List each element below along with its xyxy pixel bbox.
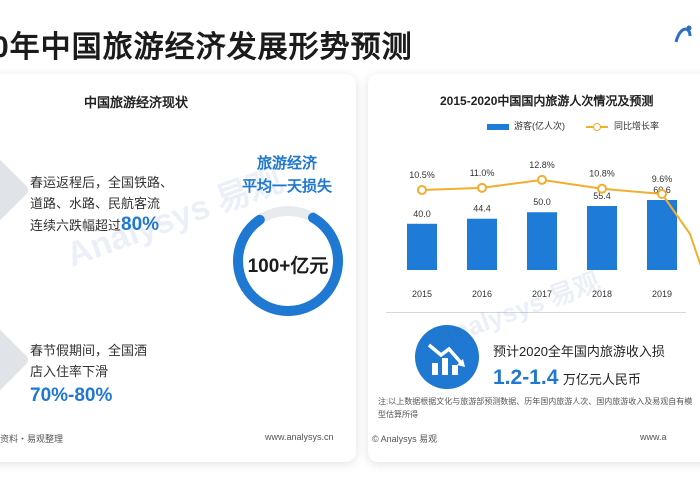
ring-progress-arc	[233, 206, 343, 316]
x-tick-label: 2015	[412, 289, 432, 299]
legend-dot-line	[593, 123, 601, 131]
ring-subheading: 平均一天损失	[241, 178, 332, 195]
ring-center-value: 100+亿元	[247, 256, 329, 277]
growth-point	[477, 182, 487, 193]
bar-2018	[587, 206, 617, 270]
stat-line: 店入住率下滑	[30, 364, 109, 379]
loss-ring-chart	[233, 206, 343, 316]
growth-point	[417, 185, 427, 196]
left-url-text: www.analysys.cn	[265, 432, 334, 442]
stat-line: 春运返程后，全国铁路、	[30, 175, 174, 190]
bar-value-label: 40.0	[413, 209, 431, 219]
right-url-text: www.a	[640, 432, 667, 442]
bar-2016	[467, 218, 497, 270]
page-title: 0年中国旅游经济发展形势预测	[0, 31, 413, 64]
growth-value-label: 9.6%	[652, 174, 673, 184]
growth-value-label: 12.8%	[529, 160, 555, 170]
forecast-value: 1.2-1.4	[493, 366, 559, 389]
x-tick-label: 2017	[532, 289, 552, 299]
forecast-value-row: 1.2-1.4 万亿元人民币	[493, 366, 641, 390]
chart-divider	[386, 312, 686, 313]
bar-value-label: 55.4	[593, 191, 611, 201]
bar-2015	[407, 223, 437, 270]
data-note: 注:以上数据根据文化与旅游部预测数据、历年国内旅游人次、国内旅游收入及易观自有模…	[378, 397, 693, 419]
forecast-unit: 万亿元人民币	[562, 372, 641, 387]
hotel-drop-value: 70%-80%	[30, 385, 113, 406]
x-tick-label: 2018	[592, 289, 612, 299]
chart-title: 2015-2020中国国内旅游人次情况及预测	[440, 94, 654, 108]
transport-stat: 春运返程后，全国铁路、 道路、水路、民航客流 连续六跌幅超过80%	[30, 172, 220, 236]
growth-value-label: 11.0%	[470, 168, 495, 178]
hotel-stat: 春节假期间，全国酒 店入住率下滑	[30, 340, 220, 382]
stat-line: 道路、水路、民航客流	[30, 196, 161, 211]
legend-swatch-bar	[487, 124, 509, 130]
bar-value-label: 50.0	[533, 197, 551, 207]
bar-2019	[647, 200, 677, 270]
bar-value-label: 44.4	[473, 204, 491, 214]
ring-heading: 旅游经济	[256, 155, 317, 172]
growth-value-label: 10.8%	[589, 169, 615, 179]
legend-label-line: 同比增长率	[614, 121, 660, 131]
stat-line: 连续六跌幅超过80%	[30, 214, 160, 235]
forecast-text: 预计2020全年国内旅游收入损	[493, 344, 665, 359]
legend-label-bar: 游客(亿人次)	[514, 121, 565, 131]
x-tick-label: 2016	[472, 289, 492, 299]
transport-drop-value: 80%	[121, 214, 160, 235]
growth-point	[597, 183, 607, 194]
left-source-text: 资料・易观整理	[0, 434, 64, 444]
growth-point	[537, 174, 547, 185]
growth-point	[657, 189, 667, 199]
brand-logo-icon	[674, 25, 692, 43]
decline-chart-icon	[415, 325, 479, 389]
growth-value-label: 10.5%	[409, 170, 435, 180]
right-source-text: © Analysys 易观	[372, 434, 438, 444]
stat-line: 春节假期间，全国酒	[30, 343, 148, 358]
left-panel-title: 中国旅游经济现状	[84, 95, 189, 110]
x-tick-label: 2019	[652, 289, 672, 299]
tourism-bar-line-chart: 40.0201544.4201650.0201755.4201860.62019…	[407, 160, 700, 299]
bar-2017	[527, 212, 557, 270]
